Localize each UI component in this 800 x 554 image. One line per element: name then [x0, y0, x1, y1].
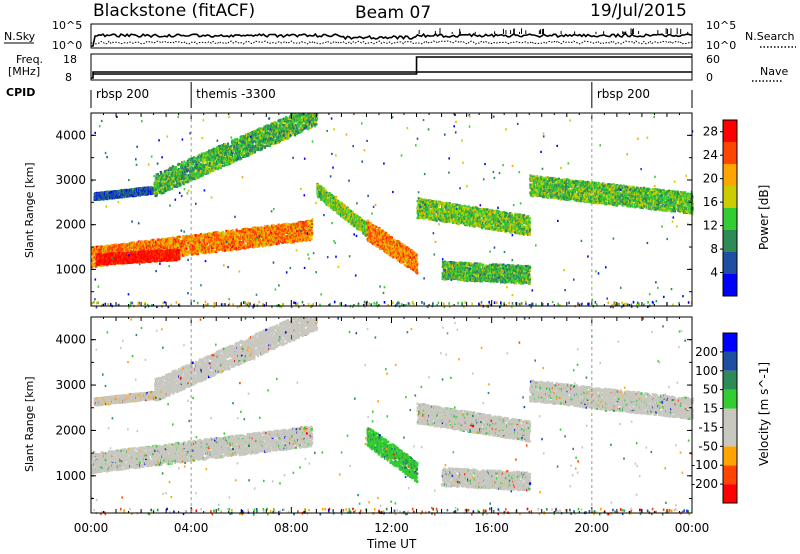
freq-tick-low: 8 — [65, 71, 72, 84]
radar-title: Blackstone (fitACF) — [93, 1, 255, 21]
heatmap-cell — [141, 241, 143, 243]
freq-unit: [MHz] — [8, 65, 40, 78]
nsky-tick-high: 10^5 — [52, 19, 82, 32]
nave-tick-low: 0 — [706, 71, 713, 84]
freq-tick-high: 18 — [63, 53, 77, 66]
heatmap-cell — [227, 249, 229, 251]
heatmap-cell — [222, 231, 224, 233]
heatmap-cell — [206, 240, 208, 242]
nsearch-tick-high: 10^5 — [706, 19, 736, 32]
cpid-segment-label: rbsp 200 — [96, 87, 149, 101]
heatmap-cell — [206, 242, 208, 244]
nsearch-tick-low: 10^0 — [706, 39, 736, 52]
beam-title: Beam 07 — [355, 3, 431, 23]
nave-label: Nave — [760, 65, 788, 78]
heatmap-cell — [106, 244, 108, 246]
freq-panel — [91, 54, 692, 80]
cpid-segment-label: rbsp 200 — [597, 87, 650, 101]
nsky-trace — [91, 28, 692, 46]
heatmap-cell — [94, 246, 96, 248]
nave-tick-high: 60 — [706, 53, 720, 66]
nsky-label: N.Sky — [4, 30, 36, 43]
cpid-segments: rbsp 200 themis -3300 rbsp 200 — [96, 82, 650, 108]
freq-trace — [91, 57, 692, 78]
heatmap-cell — [179, 236, 181, 238]
heatmap-cell — [224, 249, 226, 251]
cpid-label: CPID — [6, 86, 35, 99]
freq-line — [91, 72, 692, 78]
heatmap-cell — [197, 253, 199, 255]
nsky-tick-low: 10^0 — [52, 39, 82, 52]
cpid-segment-label: themis -3300 — [196, 87, 276, 101]
power-heatmap-cells — [91, 113, 694, 309]
nsearch-label: N.Search — [745, 30, 795, 43]
rti-figure: Blackstone (fitACF) Beam 07 19/Jul/2015 … — [0, 0, 800, 554]
heatmap-cell — [231, 248, 233, 250]
date-title: 19/Jul/2015 — [590, 1, 687, 21]
nsearch-line — [91, 41, 692, 44]
